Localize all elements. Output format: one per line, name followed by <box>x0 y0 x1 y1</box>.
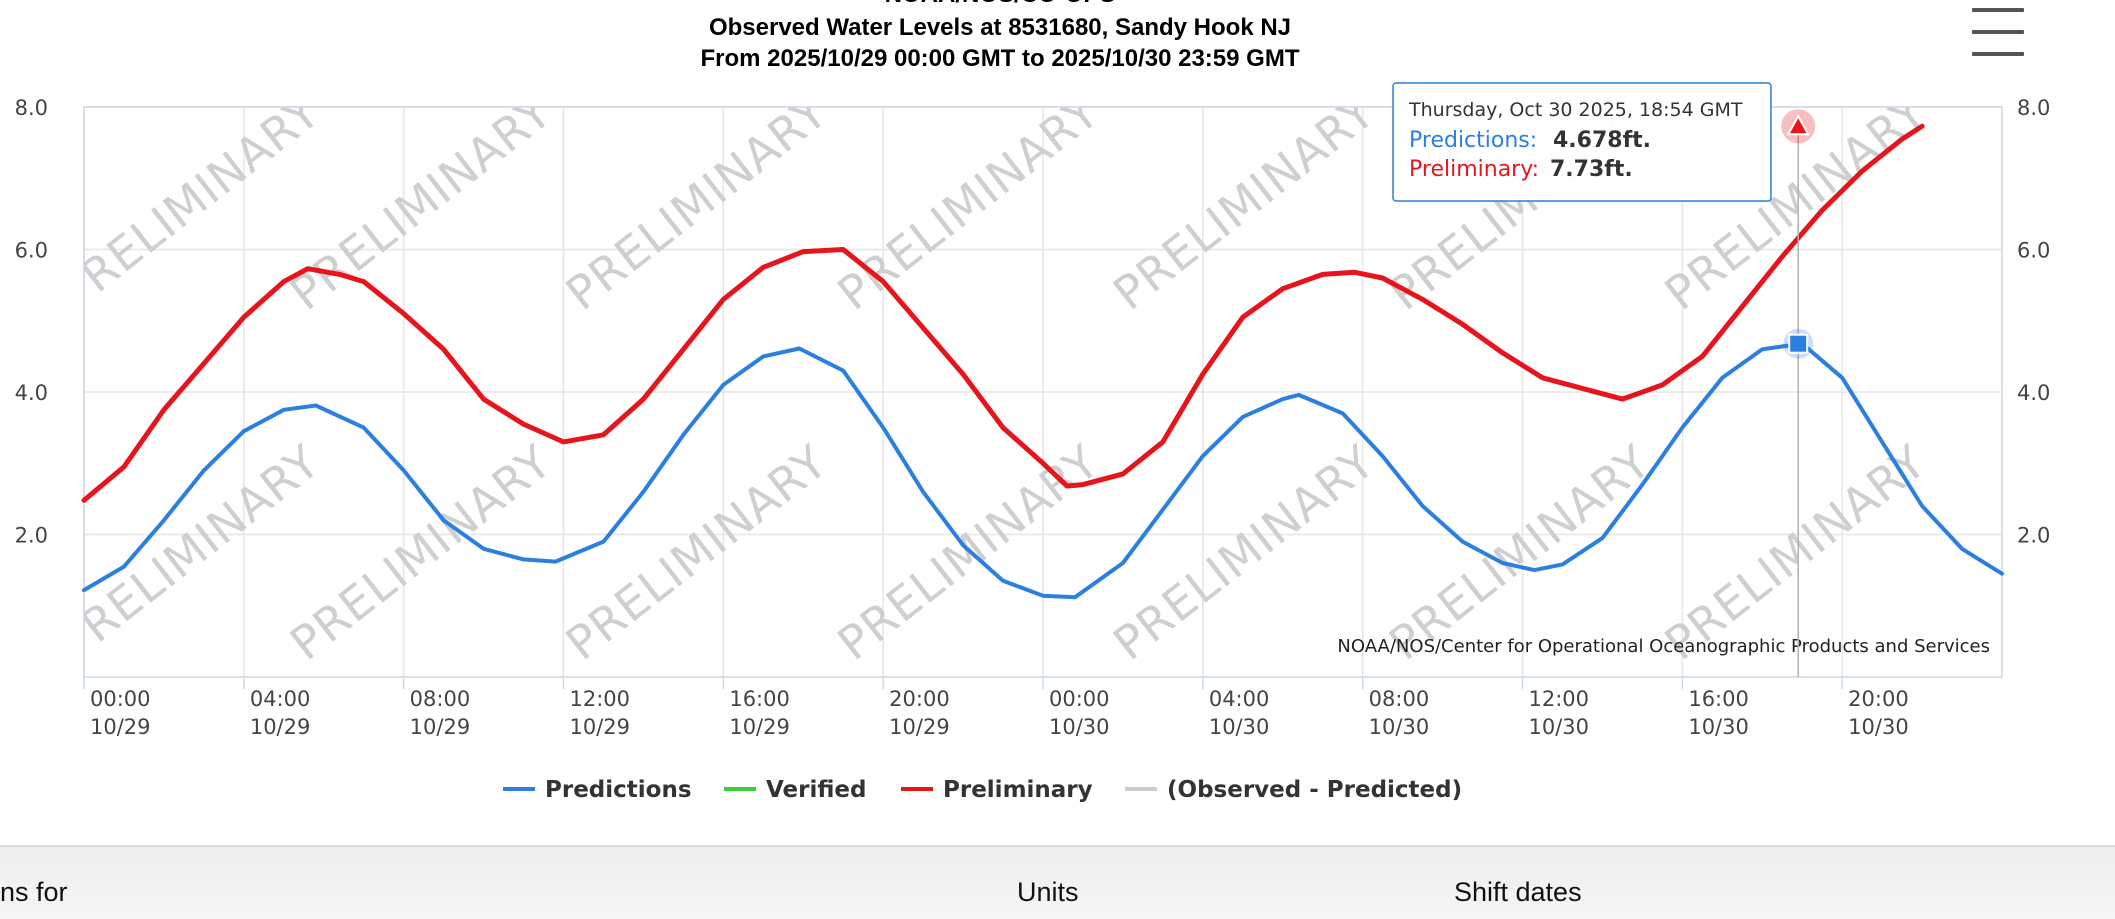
tooltip-row-name: Preliminary: <box>1409 157 1539 182</box>
prediction-marker <box>1788 333 1809 354</box>
y-tick-label-right: 2.0 <box>2017 524 2050 548</box>
y-tick-label-left: 6.0 <box>15 239 48 263</box>
x-tick-date: 10/30 <box>1369 715 1430 739</box>
legend-item-label: Preliminary <box>943 777 1093 803</box>
tooltip-box <box>1392 82 1772 202</box>
x-tick-date: 10/30 <box>1529 715 1590 739</box>
x-tick-time: 08:00 <box>410 687 471 711</box>
options-panel: ns for Units Shift dates <box>0 845 2115 919</box>
tooltip-row-value: 4.678ft. <box>1553 128 1651 153</box>
watermark-upper: PRELIMINARY <box>828 84 1110 321</box>
x-tick-time: 04:00 <box>1209 687 1270 711</box>
series-layer <box>81 123 2004 600</box>
legend-item-label: (Observed - Predicted) <box>1167 777 1462 803</box>
chart-title: Observed Water Levels at 8531680, Sandy … <box>709 14 1291 41</box>
units-label: Units <box>1017 877 1079 907</box>
water-level-chart: NOAA/NOS/CO-OPS Observed Water Levels at… <box>15 0 2051 803</box>
watermark-upper: PRELIMINARY <box>556 84 838 321</box>
grid <box>83 106 2002 677</box>
y-tick-label-left: 4.0 <box>15 381 48 405</box>
legend-item-label: Verified <box>766 777 866 803</box>
x-tick-time: 00:00 <box>1049 687 1110 711</box>
x-tick-time: 04:00 <box>250 687 311 711</box>
tooltip-row-name: Predictions: <box>1409 128 1537 153</box>
tooltip-header: Thursday, Oct 30 2025, 18:54 GMT <box>1408 99 1743 121</box>
chart-subtitle: From 2025/10/29 00:00 GMT to 2025/10/30 … <box>701 45 1300 72</box>
x-tick-date: 10/30 <box>1848 715 1909 739</box>
x-tick-time: 12:00 <box>570 687 631 711</box>
x-tick-date: 10/30 <box>1049 715 1110 739</box>
y-tick-label-right: 8.0 <box>2017 96 2050 120</box>
y-tick-label-left: 2.0 <box>15 524 48 548</box>
x-tick-time: 12:00 <box>1529 687 1590 711</box>
legend-item-label: Predictions <box>545 777 692 803</box>
x-tick-time: 00:00 <box>90 687 151 711</box>
x-tick-date: 10/29 <box>90 715 151 739</box>
options-left-label: ns for <box>0 877 68 907</box>
x-tick-time: 16:00 <box>729 687 790 711</box>
chart-agency: NOAA/NOS/CO-OPS <box>885 0 1116 8</box>
legend: Predictions Verified Preliminary (Observed … <box>503 777 1462 803</box>
y-tick-label-right: 4.0 <box>2017 381 2050 405</box>
shift-dates-label: Shift dates <box>1454 877 1582 907</box>
preliminary-marker <box>1786 114 1810 136</box>
x-tick-time: 20:00 <box>1848 687 1909 711</box>
watermark-lower: PRELIMINARY <box>556 434 838 671</box>
x-tick-date: 10/29 <box>889 715 950 739</box>
watermark-upper: PRELIMINARY <box>1103 84 1385 321</box>
y-tick-label-left: 8.0 <box>15 96 48 120</box>
hamburger-menu-icon[interactable] <box>1972 6 2026 56</box>
chart-credit: NOAA/NOS/Center for Operational Oceanogr… <box>1337 636 1990 657</box>
axis-layer: 8.0 8.0 6.0 6.0 4.0 4.0 2.0 2.0 00:00 10/29 04:00 1… <box>15 96 2051 739</box>
series-line-preliminary <box>81 123 1925 503</box>
tooltip-row-value: 7.73ft. <box>1550 157 1633 182</box>
x-tick-date: 10/29 <box>729 715 790 739</box>
y-tick-label-right: 6.0 <box>2017 239 2050 263</box>
series-line-predictions <box>82 341 2004 600</box>
x-tick-time: 20:00 <box>889 687 950 711</box>
x-tick-date: 10/30 <box>1209 715 1270 739</box>
x-tick-time: 08:00 <box>1369 687 1430 711</box>
x-tick-date: 10/29 <box>410 715 471 739</box>
x-tick-date: 10/30 <box>1688 715 1749 739</box>
x-tick-time: 16:00 <box>1688 687 1749 711</box>
x-tick-date: 10/29 <box>250 715 311 739</box>
x-tick-date: 10/29 <box>570 715 631 739</box>
tooltip: Thursday, Oct 30 2025, 18:54 GMT Predicti… <box>1392 82 1816 677</box>
